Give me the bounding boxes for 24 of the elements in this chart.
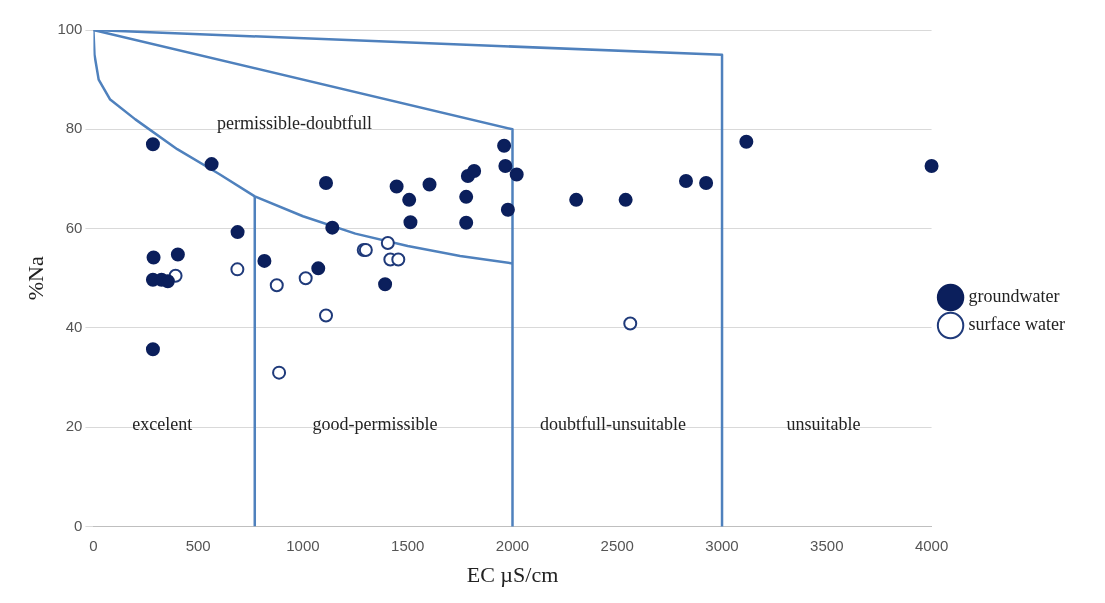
x-tick-label: 2500 (600, 536, 634, 554)
y-tick-label: 40 (65, 318, 83, 336)
y-tick-label: 0 (74, 516, 83, 534)
x-tick-label: 2000 (495, 536, 530, 554)
annotation: good-permissible (312, 414, 438, 435)
annotation: excelent (132, 414, 193, 435)
legend-label: surface water (968, 314, 1066, 335)
x-tick-label: 1500 (391, 536, 425, 554)
legend-label: groundwater (968, 286, 1060, 307)
annotation: unsuitable (786, 414, 861, 435)
annotation: doubtfull-unsuitable (540, 414, 687, 435)
y-tick-label: 60 (65, 218, 83, 236)
x-tick-label: 1000 (286, 536, 320, 554)
x-tick-label: 3500 (810, 536, 844, 554)
x-tick-label: 0 (89, 536, 98, 554)
y-tick-label: 80 (65, 119, 83, 137)
x-axis-title: EC µS/cm (466, 561, 559, 587)
y-tick-label: 20 (65, 417, 83, 435)
x-tick-label: 500 (185, 536, 211, 554)
annotation: permissible-doubtfull (217, 113, 373, 134)
y-axis-title: %Na (22, 256, 48, 301)
y-tick-label: 100 (57, 20, 83, 38)
x-tick-label: 3000 (705, 536, 739, 554)
x-tick-label: 4000 (914, 536, 949, 554)
